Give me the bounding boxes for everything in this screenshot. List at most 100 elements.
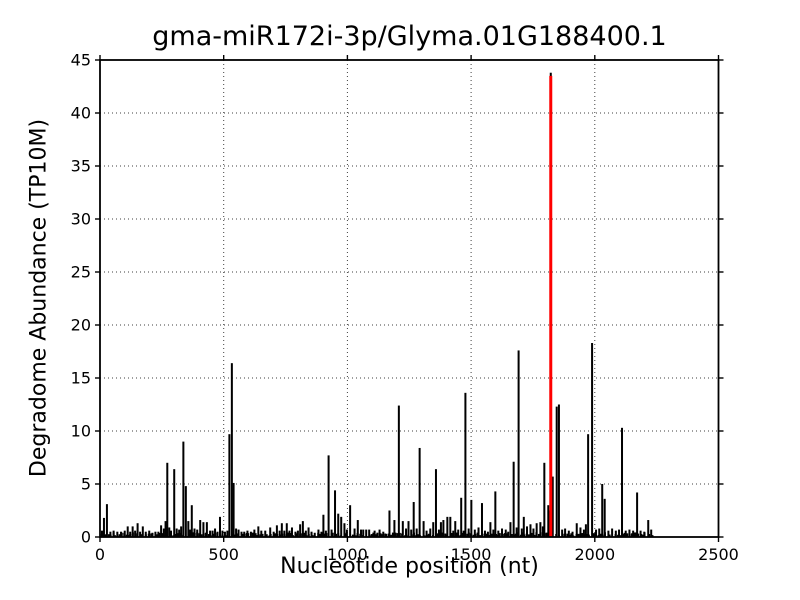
bar [160, 525, 163, 537]
bar [598, 528, 601, 537]
bar [175, 528, 178, 537]
bar [603, 498, 606, 537]
bar [532, 528, 535, 537]
bar [257, 526, 260, 537]
bar [526, 526, 529, 537]
y-tick-label: 5 [81, 475, 91, 494]
noise-bar [485, 533, 488, 537]
bar [407, 521, 410, 537]
noise-bar [608, 534, 611, 537]
bar [624, 530, 627, 537]
bar [557, 404, 560, 537]
bar [497, 530, 500, 537]
bar [141, 526, 144, 537]
noise-bar [444, 533, 447, 537]
bar [246, 530, 249, 537]
bar [636, 492, 639, 537]
bar [449, 516, 452, 537]
bar [446, 516, 449, 537]
noise-bar [140, 534, 143, 537]
noise-bar [127, 535, 130, 537]
bar [378, 529, 381, 537]
bar [228, 434, 231, 537]
bar [595, 529, 598, 537]
bar [520, 528, 523, 537]
bar [324, 530, 327, 537]
bar [349, 505, 352, 537]
noise-bar [176, 533, 179, 537]
noise-bar [577, 533, 580, 537]
x-tick-label: 2500 [698, 545, 739, 564]
bar [467, 528, 470, 537]
bar [410, 529, 413, 537]
x-tick-label: 500 [208, 545, 239, 564]
bar [388, 510, 391, 537]
bar [126, 526, 129, 537]
noise-bar [450, 532, 453, 537]
bar [290, 527, 293, 537]
bar [442, 520, 445, 537]
noise-bar [150, 533, 153, 537]
y-tick-label: 25 [71, 263, 91, 282]
bar [535, 523, 538, 537]
y-tick-label: 35 [71, 157, 91, 176]
bar [522, 516, 525, 537]
bar [285, 523, 288, 537]
noise-bar [303, 532, 306, 537]
bar [304, 530, 307, 537]
bar [365, 529, 368, 537]
bar [148, 530, 151, 537]
noise-bar [287, 532, 290, 537]
x-tick-label: 0 [95, 545, 105, 564]
bar [373, 530, 376, 537]
bar [412, 502, 415, 537]
bar [301, 521, 304, 537]
bar [567, 530, 570, 537]
y-tick-label: 0 [81, 528, 91, 547]
bar [120, 531, 123, 537]
noise-bar [599, 533, 602, 537]
noise-bar [274, 533, 277, 537]
noise-bar [570, 533, 573, 537]
bar [278, 530, 281, 537]
bar [116, 531, 119, 537]
bar [571, 531, 574, 537]
bar [170, 530, 173, 537]
noise-bar [417, 534, 420, 537]
bar [178, 529, 181, 537]
bar [501, 528, 504, 537]
bar [288, 530, 291, 537]
noise-bar [261, 533, 264, 537]
bar [226, 530, 229, 537]
bar [221, 530, 224, 537]
bar [230, 363, 233, 537]
bar [334, 490, 337, 537]
bar [105, 504, 108, 537]
bar [555, 406, 558, 537]
bar [180, 526, 183, 537]
noise-bar [385, 533, 388, 537]
bar [547, 505, 550, 537]
bar [517, 350, 520, 537]
noise-bar [396, 533, 399, 537]
bar [131, 526, 134, 537]
noise-bar [390, 534, 393, 537]
x-tick-label: 1500 [451, 545, 492, 564]
noise-bar [254, 533, 257, 537]
bar [296, 530, 299, 537]
noise-bar [376, 532, 379, 537]
bar [260, 530, 263, 537]
bar [541, 526, 544, 537]
noise-bar [626, 533, 629, 537]
bar [240, 531, 243, 537]
noise-bar [381, 534, 384, 537]
bar [509, 522, 512, 537]
bar [340, 516, 343, 537]
bar [317, 529, 320, 537]
noise-bar [351, 534, 354, 537]
bar [275, 525, 278, 537]
bar [582, 529, 585, 537]
noise-bar [642, 534, 645, 537]
